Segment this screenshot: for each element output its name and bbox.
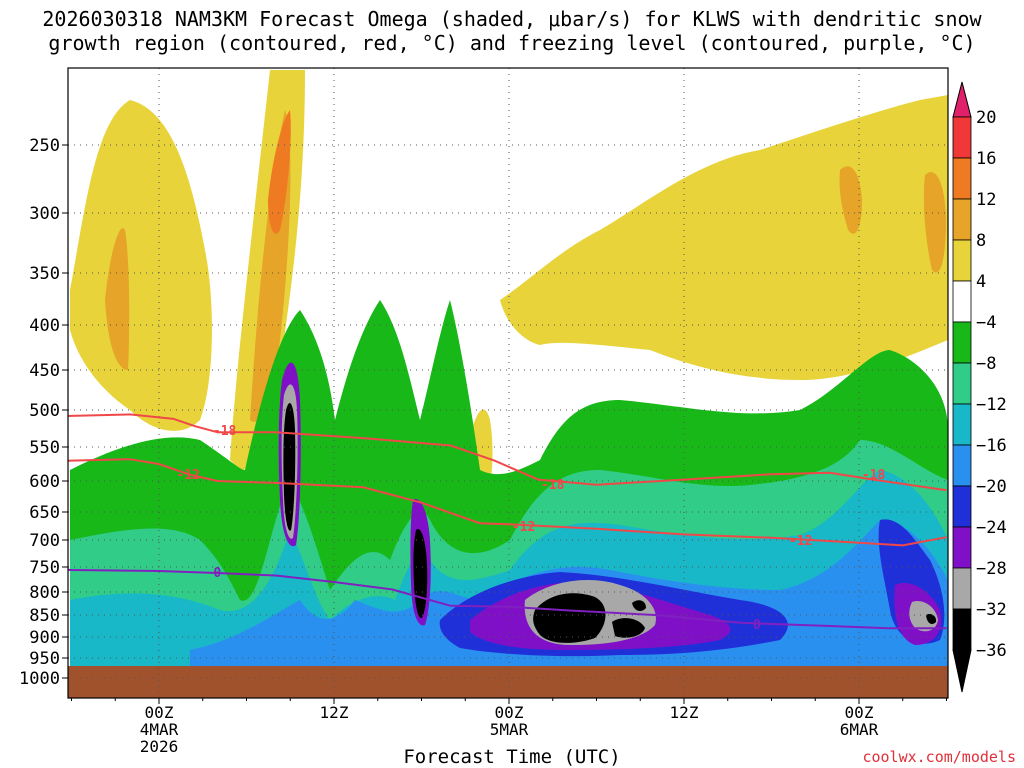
omega-region-black-right <box>926 613 937 624</box>
y-tick-label-300: 300 <box>29 204 60 224</box>
contour-label-1: -12 <box>176 468 199 483</box>
contour-label-7: 0 <box>753 618 761 633</box>
omega-region-black-small <box>632 600 646 611</box>
colorbar-swatch-3 <box>952 198 972 241</box>
colorbar-label-3: 8 <box>976 231 986 251</box>
contour-label-4: -18 <box>862 468 886 483</box>
chart-title-line-1: 2026030318 NAM3KM Forecast Omega (shaded… <box>42 7 982 31</box>
colorbar-swatch-12 <box>952 567 972 610</box>
colorbar-swatch-11 <box>952 526 972 569</box>
colorbar-top-arrow <box>952 81 972 118</box>
colorbar-bottom-arrow <box>952 649 972 693</box>
x-tick-label-0-2: 2026 <box>140 737 179 756</box>
contour-label-3: -12 <box>512 520 535 535</box>
omega-core-column-1-black <box>283 402 296 531</box>
x-tick-label-4-0: 00Z <box>845 703 874 722</box>
contour-line--18-0 <box>68 413 947 492</box>
y-tick-label-750: 750 <box>29 558 60 578</box>
colorbar-swatch-5 <box>952 280 972 323</box>
colorbar-label-9: −20 <box>976 477 1007 497</box>
colorbar-swatch-6 <box>952 321 972 364</box>
y-tick-label-350: 350 <box>29 264 60 284</box>
colorbar-label-10: −24 <box>976 518 1007 538</box>
y-tick-label-500: 500 <box>29 401 60 421</box>
colorbar: 20 16 12 8 4 −4 −8 −12 −16 −20 −24 −28 −32 −36 <box>952 81 1007 693</box>
x-tick-label-2-1: 5MAR <box>490 720 529 739</box>
contour-label-0: -18 <box>213 424 237 439</box>
x-tick-label-0-1: 4MAR <box>140 720 179 739</box>
ground-terrain <box>68 666 948 698</box>
x-tick-label-2-0: 00Z <box>495 703 524 722</box>
colorbar-swatch-7 <box>952 362 972 405</box>
plot-frame <box>67 67 949 699</box>
colorbar-label-5: −4 <box>976 313 996 333</box>
contour-label-5: -12 <box>789 534 812 549</box>
omega-region-upper-right <box>500 95 948 380</box>
omega-region-column-left-max <box>268 110 291 234</box>
y-tick-label-650: 650 <box>29 503 60 523</box>
colorbar-label-4: 4 <box>976 272 986 292</box>
colorbar-swatch-9 <box>952 444 972 487</box>
colorbar-swatch-4 <box>952 239 972 282</box>
colorbar-label-8: −16 <box>976 436 1007 456</box>
contour-line--12-1 <box>68 458 947 547</box>
x-tick-label-4-1: 6MAR <box>840 720 879 739</box>
colorbar-label-2: 12 <box>976 190 996 210</box>
y-tick-label-450: 450 <box>29 361 60 381</box>
omega-region-upper-right-core-2 <box>923 172 946 273</box>
contour-labels: -18 -12 -18 -12 -18 -12 0 0 <box>176 424 885 633</box>
omega-region-black-secondary <box>612 618 645 638</box>
contour-layer <box>68 413 947 630</box>
omega-shading <box>68 70 948 698</box>
omega-region-upper-left <box>70 100 212 431</box>
y-tick-label-1000: 1000 <box>19 669 60 689</box>
colorbar-swatch-1 <box>952 116 972 159</box>
colorbar-swatch-8 <box>952 403 972 446</box>
omega-region-upper-right-core <box>839 166 862 234</box>
y-tick-label-700: 700 <box>29 531 60 551</box>
y-tick-label-550: 550 <box>29 438 60 458</box>
colorbar-swatch-13 <box>952 608 972 651</box>
y-tick-label-900: 900 <box>29 628 60 648</box>
y-axis: 2503003504004505005506006507007508008509… <box>19 136 68 689</box>
y-tick-label-850: 850 <box>29 606 60 626</box>
y-tick-label-600: 600 <box>29 472 60 492</box>
x-tick-label-0-0: 00Z <box>145 703 174 722</box>
colorbar-label-12: −32 <box>976 600 1007 620</box>
colorbar-label-7: −12 <box>976 395 1007 415</box>
colorbar-label-1: 16 <box>976 149 996 169</box>
x-axis-title: Forecast Time (UTC) <box>403 746 621 768</box>
y-tick-label-800: 800 <box>29 583 60 603</box>
chart-title-line-2: growth region (contoured, red, °C) and f… <box>48 31 976 55</box>
colorbar-swatch-10 <box>952 485 972 528</box>
y-tick-label-950: 950 <box>29 649 60 669</box>
y-tick-label-250: 250 <box>29 136 60 156</box>
contour-label-6: 0 <box>213 566 221 581</box>
x-tick-label-1-0: 12Z <box>320 703 349 722</box>
colorbar-label-6: −8 <box>976 354 996 374</box>
omega-region-upper-left-core <box>105 228 130 370</box>
contour-label-2: -18 <box>541 478 565 493</box>
colorbar-swatch-2 <box>952 157 972 200</box>
colorbar-label-0: 20 <box>976 108 996 128</box>
colorbar-label-11: −28 <box>976 559 1007 579</box>
y-tick-label-400: 400 <box>29 316 60 336</box>
contour-line-0-2 <box>68 568 947 630</box>
omega-region-black-main <box>533 593 606 643</box>
colorbar-label-13: −36 <box>976 641 1007 661</box>
credit-link[interactable]: coolwx.com/models <box>862 748 1016 766</box>
x-tick-label-3-0: 12Z <box>670 703 699 722</box>
